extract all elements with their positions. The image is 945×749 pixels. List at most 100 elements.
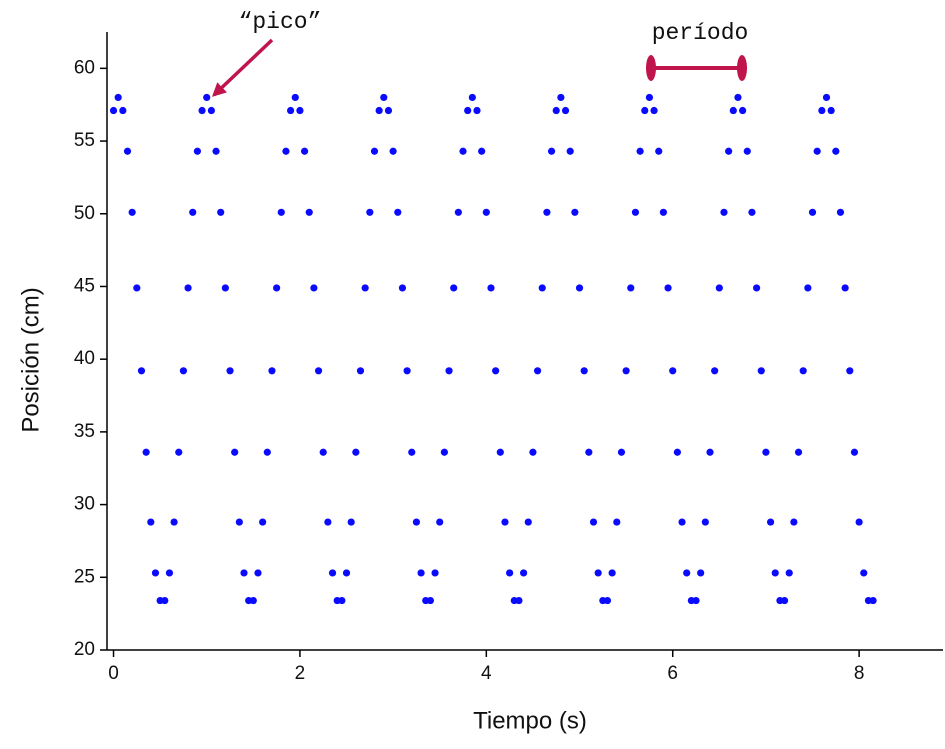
data-point [147, 518, 155, 526]
data-point [161, 596, 169, 605]
data-point [780, 596, 789, 605]
data-point [142, 448, 150, 456]
data-point [683, 569, 691, 577]
data-point [319, 448, 327, 456]
data-point [771, 569, 779, 577]
data-point [361, 284, 369, 292]
data-point [533, 367, 542, 375]
data-point [468, 93, 476, 102]
x-tick-label: 8 [854, 663, 865, 684]
data-point [650, 106, 658, 115]
data-point [552, 106, 560, 115]
data-point [832, 147, 840, 155]
annotation-arrow [211, 38, 274, 97]
data-point [305, 208, 313, 216]
data-point [450, 284, 458, 292]
data-point [268, 367, 276, 375]
data-point [417, 569, 425, 577]
data-point [263, 448, 271, 456]
data-point [328, 569, 337, 577]
data-point [412, 518, 421, 526]
data-point [729, 106, 737, 115]
data-point [725, 147, 733, 155]
data-point [659, 208, 668, 216]
y-tick-label: 45 [74, 275, 95, 296]
data-point [207, 106, 215, 115]
data-point [109, 106, 118, 115]
data-point [790, 518, 798, 526]
y-tick-label: 20 [74, 639, 95, 660]
y-axis-label: Posición (cm) [17, 287, 44, 432]
data-point [711, 367, 719, 375]
data-point [524, 518, 532, 526]
data-point [426, 596, 435, 605]
y-tick-label: 35 [74, 421, 95, 442]
data-point [664, 284, 672, 292]
data-point [799, 367, 807, 375]
data-point [538, 284, 546, 292]
data-point [813, 147, 821, 155]
data-point [850, 448, 859, 456]
data-point [697, 569, 705, 577]
data-point [300, 147, 309, 155]
data-point [403, 367, 411, 375]
data-point [869, 596, 877, 605]
data-point [212, 147, 220, 155]
data-point [151, 569, 160, 577]
data-point [338, 596, 346, 605]
data-point [808, 208, 817, 216]
y-tick-label: 50 [74, 203, 95, 224]
data-point [836, 208, 845, 216]
data-point [454, 208, 462, 216]
data-point [753, 284, 761, 292]
data-point [566, 147, 574, 155]
data-point [165, 569, 174, 577]
data-point [766, 518, 775, 526]
data-point [678, 518, 686, 526]
data-point [408, 448, 416, 456]
data-point [198, 106, 206, 115]
data-point [655, 147, 663, 155]
data-point [347, 518, 355, 526]
data-point [715, 284, 723, 292]
data-point [822, 93, 831, 102]
data-point [482, 208, 490, 216]
data-point [762, 448, 770, 456]
data-point [739, 106, 747, 115]
data-point [585, 448, 593, 456]
data-point [217, 208, 225, 216]
data-point [846, 367, 854, 375]
data-point [547, 147, 556, 155]
data-point [785, 569, 793, 577]
annotation: “pico” [239, 9, 322, 35]
data-point [459, 147, 467, 155]
data-point [231, 448, 239, 456]
data-point [631, 208, 640, 216]
data-point [226, 367, 234, 375]
data-point [603, 596, 612, 605]
data-point [855, 518, 863, 526]
data-point [277, 208, 285, 216]
data-point [296, 106, 304, 115]
data-point [734, 93, 742, 102]
data-point [440, 448, 448, 456]
data-point [370, 147, 379, 155]
data-point [641, 106, 649, 115]
data-point [384, 106, 393, 115]
data-point [622, 367, 630, 375]
data-point [114, 93, 122, 102]
data-point [184, 284, 192, 292]
data-point [273, 284, 281, 292]
data-point [352, 448, 360, 456]
y-tick-label: 30 [74, 494, 95, 515]
data-point [561, 106, 570, 115]
data-point [356, 367, 365, 375]
data-point [748, 208, 756, 216]
data-point [557, 93, 565, 102]
data-point [827, 106, 835, 115]
data-point [310, 284, 318, 292]
data-point [594, 569, 602, 577]
data-point [636, 147, 644, 155]
data-point [580, 367, 588, 375]
